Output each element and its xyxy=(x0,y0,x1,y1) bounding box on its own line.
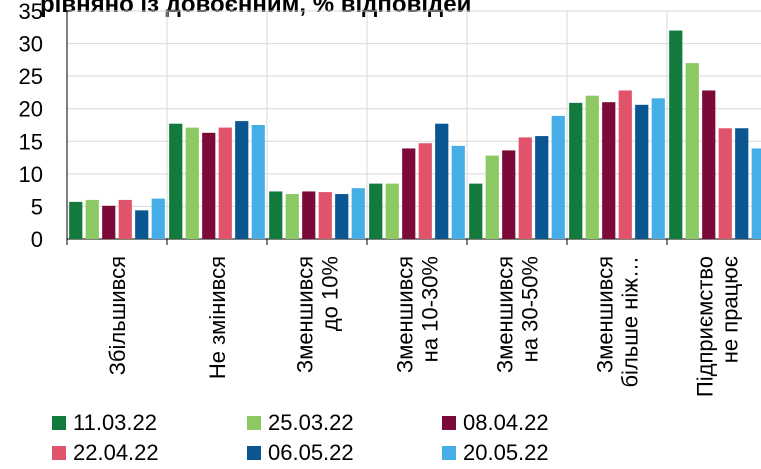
category-label-line: Підприємство xyxy=(693,256,718,397)
legend-item: 22.04.22 xyxy=(52,438,247,468)
legend-item: 11.03.22 xyxy=(52,408,247,438)
bar xyxy=(551,115,565,239)
bar xyxy=(118,199,132,239)
category-labels: Збільшився Не змінився Зменшився до 10% Змен… xyxy=(105,256,743,397)
bar xyxy=(251,125,265,239)
category-label: Підприємство не працює xyxy=(693,256,743,397)
legend-label: 08.04.22 xyxy=(463,410,549,435)
category-label: Зменшився на 10-30% xyxy=(393,256,443,373)
legend-label: 25.03.22 xyxy=(268,410,354,435)
y-tick-label: 35 xyxy=(19,0,43,24)
legend-item: 25.03.22 xyxy=(247,408,442,438)
category-label-line: не працює xyxy=(718,256,743,363)
category-label-line: Зменшився xyxy=(493,256,518,373)
legend-swatch xyxy=(247,446,261,460)
bar xyxy=(718,128,732,239)
bar xyxy=(469,183,483,239)
category-label: Зменшився більше ніж… xyxy=(593,256,643,388)
bar xyxy=(202,132,216,239)
bar xyxy=(702,90,716,239)
bar xyxy=(269,191,283,239)
bar xyxy=(669,30,683,239)
bar xyxy=(235,121,249,239)
category-label: Зменшився до 10% xyxy=(293,256,343,373)
legend-swatch xyxy=(442,446,456,460)
axes xyxy=(66,11,761,245)
category-label-line: більше ніж… xyxy=(618,256,643,388)
y-tick-label: 20 xyxy=(19,97,43,122)
bar xyxy=(635,104,649,239)
bar xyxy=(535,136,549,239)
bar xyxy=(85,199,99,239)
bar xyxy=(135,210,149,239)
bar xyxy=(685,63,699,239)
y-axis-tick-labels: 0 5 10 15 20 25 30 35 xyxy=(19,0,43,252)
category-label-line: на 10-30% xyxy=(418,256,443,362)
bar xyxy=(451,145,465,239)
category-label-line: Зменшився xyxy=(293,256,318,373)
y-tick-label: 15 xyxy=(19,129,43,154)
bar xyxy=(302,191,316,239)
bar xyxy=(351,188,365,239)
bar xyxy=(402,148,416,239)
bar xyxy=(585,95,599,239)
bars xyxy=(69,30,761,239)
bar xyxy=(318,192,332,239)
bar xyxy=(602,102,616,239)
chart-title: рівняно із довоєнним, % відповідей xyxy=(40,0,472,18)
gridlines xyxy=(66,10,761,239)
category-label-line: на 30-50% xyxy=(518,256,543,362)
bar xyxy=(369,183,383,239)
bar xyxy=(518,137,532,239)
category-label-line: до 10% xyxy=(318,256,343,331)
legend-swatch xyxy=(442,416,456,430)
bar xyxy=(502,150,516,239)
legend-swatch xyxy=(52,416,66,430)
bar xyxy=(651,98,665,239)
category-label-line: Збільшився xyxy=(105,256,130,375)
y-tick-label: 30 xyxy=(19,32,43,57)
category-label-line: Зменшився xyxy=(593,256,618,373)
bar xyxy=(169,123,183,239)
legend-item: 08.04.22 xyxy=(442,408,612,438)
y-tick-label: 10 xyxy=(19,162,43,187)
bar xyxy=(151,198,165,239)
legend-item: 06.05.22 xyxy=(247,438,442,468)
bar xyxy=(385,183,399,239)
bar xyxy=(485,155,499,239)
bar xyxy=(335,194,349,239)
legend-label: 22.04.22 xyxy=(73,440,159,465)
bar xyxy=(751,148,761,239)
bar xyxy=(418,143,432,239)
bar xyxy=(569,102,583,239)
category-label: Зменшився на 30-50% xyxy=(493,256,543,373)
bar xyxy=(69,201,83,239)
y-tick-label: 0 xyxy=(31,227,43,252)
category-label-line: Зменшився xyxy=(393,256,418,373)
bar xyxy=(102,205,116,239)
category-label-line: Не змінився xyxy=(205,256,230,379)
category-label: Не змінився xyxy=(205,256,230,379)
legend-label: 06.05.22 xyxy=(268,440,354,465)
legend-swatch xyxy=(247,416,261,430)
bar xyxy=(285,194,299,239)
bar xyxy=(218,127,232,239)
bar xyxy=(435,123,449,239)
bar xyxy=(618,90,632,239)
legend: 11.03.22 25.03.22 08.04.22 22.04.22 06.05.22… xyxy=(52,408,612,468)
y-tick-label: 25 xyxy=(19,64,43,89)
legend-label: 20.05.22 xyxy=(463,440,549,465)
legend-swatch xyxy=(52,446,66,460)
bar xyxy=(735,128,749,239)
legend-label: 11.03.22 xyxy=(73,410,158,435)
bar xyxy=(185,127,199,239)
category-label: Збільшився xyxy=(105,256,130,375)
legend-item: 20.05.22 xyxy=(442,438,612,468)
y-tick-label: 5 xyxy=(31,194,43,219)
